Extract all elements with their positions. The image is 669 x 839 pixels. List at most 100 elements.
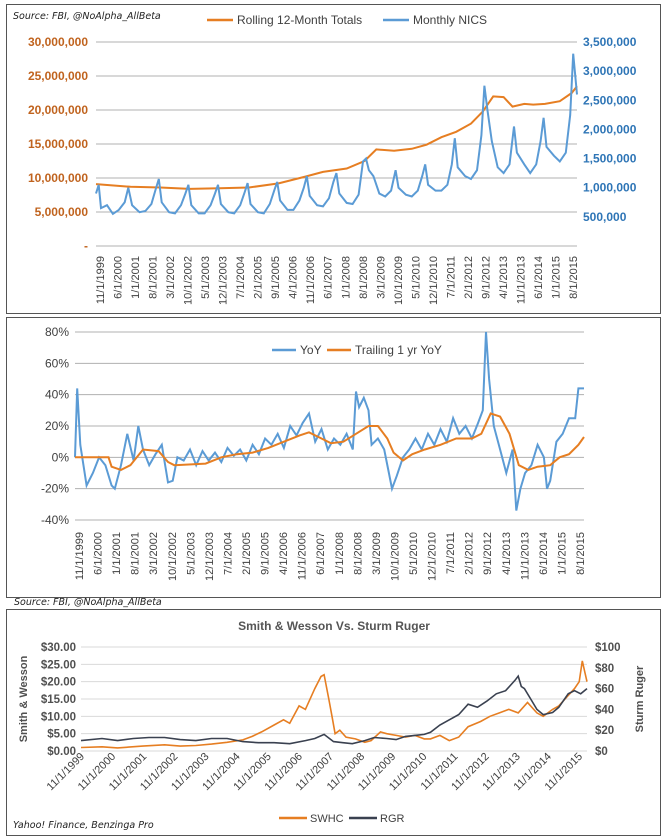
y-axis-label: Smith & Wesson [18,655,30,742]
y-tick-label: 10,000,000 [28,171,88,185]
y-tick-label: 30,000,000 [28,35,88,49]
y2-tick-label: 3,500,000 [583,35,637,49]
x-tick-label: 7/1/2004 [235,256,247,299]
y-tick-label: 5,000,000 [35,205,89,219]
x-tick-label: 10/1/2002 [183,256,195,305]
y2-tick-label: $60 [595,684,614,696]
y-tick-label: $10.00 [41,711,76,723]
y-tick-label: -40% [41,513,69,527]
y-tick-label: 20% [45,419,69,433]
x-tick-label: 3/1/2002 [148,532,160,575]
y-tick-label: 15,000,000 [28,137,88,151]
rolling-totals-line [95,85,578,190]
x-tick-label: 5/1/2003 [185,532,197,575]
trailing-yoy-line [75,412,585,471]
x-tick-label: 6/1/2000 [93,532,105,575]
x-tick-label: 2/1/2012 [463,256,475,299]
x-tick-label: 9/1/2012 [482,532,494,575]
x-tick-label: 12/1/2003 [204,532,216,581]
y2-tick-label: $100 [595,642,621,654]
x-tick-label: 6/1/2014 [538,532,550,575]
x-tick-label: 5/1/2010 [410,256,422,299]
yoy-chart: -40% -20% 0% 20% 40% 60% 80% 11/1/1999 6/1/2000 1… [41,325,587,581]
x-tick-label: 1/1/2008 [340,256,352,299]
x-tick-label: 8/1/2001 [130,532,142,575]
x-tick-label: 8/1/2008 [352,532,364,575]
y-tick-label: 40% [45,388,69,402]
x-tick-label: 1/1/2001 [111,532,123,575]
y-tick-label: 80% [45,325,69,339]
x-tick-label: 11/1/1999 [74,532,86,580]
x-tick-label: 4/1/2013 [498,256,510,299]
x-tick-label: 9/1/2012 [480,256,492,299]
x-tick-label: 4/1/2006 [278,532,290,575]
x-tick-label: 12/1/2010 [428,256,440,305]
x-tick-label: 12/1/2003 [218,256,230,305]
y2-tick-label: 500,000 [583,210,627,224]
x-tick-label: 5/1/2010 [408,532,420,575]
x-tick-label: 8/1/2015 [568,256,580,299]
nics-totals-chart: - 5,000,000 10,000,000 15,000,000 20,000,000… [28,13,637,305]
x-tick-label: 9/1/2005 [270,256,282,299]
y-tick-label: $15.00 [41,694,76,706]
source-note: Source: FBI, @NoAlpha_AllBeta [13,11,161,22]
x-tick-label: 5/1/2003 [200,256,212,299]
legend-label: YoY [300,343,322,357]
x-tick-label: 1/1/2015 [556,532,568,575]
x-tick-label: 9/1/2005 [260,532,272,575]
y2-tick-label: $20 [595,725,614,737]
x-tick-label: 7/1/2004 [222,532,234,575]
swhc-line [80,660,588,749]
source-note-bottom: Yahoo! Finance, Benzinga Pro [13,820,154,831]
legend-label: Monthly NICS [413,13,487,27]
legend-label: Rolling 12-Month Totals [237,13,362,27]
y-tick-label: $30.00 [41,642,76,654]
x-tick-label: 8/1/2008 [358,256,370,299]
yoy-panel: -40% -20% 0% 20% 40% 60% 80% 11/1/1999 6/1/2000 1… [6,317,661,598]
x-tick-label: 6/1/2000 [113,256,125,299]
x-tick-label: 1/1/2015 [550,256,562,299]
x-tick-label: 11/1/1999 [95,256,107,304]
y-tick-label: $5.00 [47,729,76,741]
legend-label: Trailing 1 yr YoY [355,343,442,357]
y-tick-label: $0.00 [47,746,76,758]
y2-tick-label: $40 [595,704,614,716]
x-tick-label: 11/1/2013 [515,256,527,304]
x-tick-label: 11/1/2013 [519,532,531,580]
x-tick-label: 1/1/2001 [130,256,142,299]
x-tick-label: 7/1/2011 [445,532,457,574]
x-tick-label: 4/1/2013 [501,532,513,575]
source-note-middle: Source: FBI, @NoAlpha_AllBeta [14,597,162,608]
x-tick-label: 3/1/2009 [375,256,387,299]
y-tick-label: $20.00 [41,677,76,689]
x-tick-label: 6/1/2014 [533,256,545,299]
x-tick-label: 11/1/2006 [305,256,317,304]
x-tick-label: 3/1/2009 [371,532,383,575]
x-tick-label: 1/1/2008 [334,532,346,575]
y-tick-label: 25,000,000 [28,69,88,83]
x-tick-label: 8/1/2001 [148,256,160,299]
legend-label: RGR [380,813,405,825]
y2-tick-label: 3,000,000 [583,64,637,78]
rgr-line [80,674,588,745]
monthly-nics-line [95,53,578,216]
y2-tick-label: 1,500,000 [583,152,637,166]
y-tick-label: $25.00 [41,659,76,671]
x-tick-label: 10/1/2002 [167,532,179,581]
y-tick-label: - [84,239,88,253]
nics-totals-panel: Source: FBI, @NoAlpha_AllBeta - 5,000,000… [6,4,661,314]
x-tick-label: 4/1/2006 [288,256,300,299]
x-tick-label: 2/1/2005 [241,532,253,575]
x-tick-label: 11/1/2006 [297,532,309,580]
stock-chart: Smith & Wesson Vs. Sturm Ruger $0.00 $5.00… [18,619,646,825]
x-tick-label: 7/1/2011 [445,256,457,298]
x-tick-label: 8/1/2015 [575,532,587,575]
y-tick-label: -20% [41,482,69,496]
x-tick-label: 2/1/2012 [464,532,476,575]
y-tick-label: 0% [52,450,70,464]
y2-tick-label: 1,000,000 [583,181,637,195]
y2-tick-label: 2,500,000 [583,93,637,107]
x-tick-label: 6/1/2007 [323,256,335,299]
y2-tick-label: $80 [595,663,614,675]
y2-tick-label: 2,000,000 [583,122,637,136]
